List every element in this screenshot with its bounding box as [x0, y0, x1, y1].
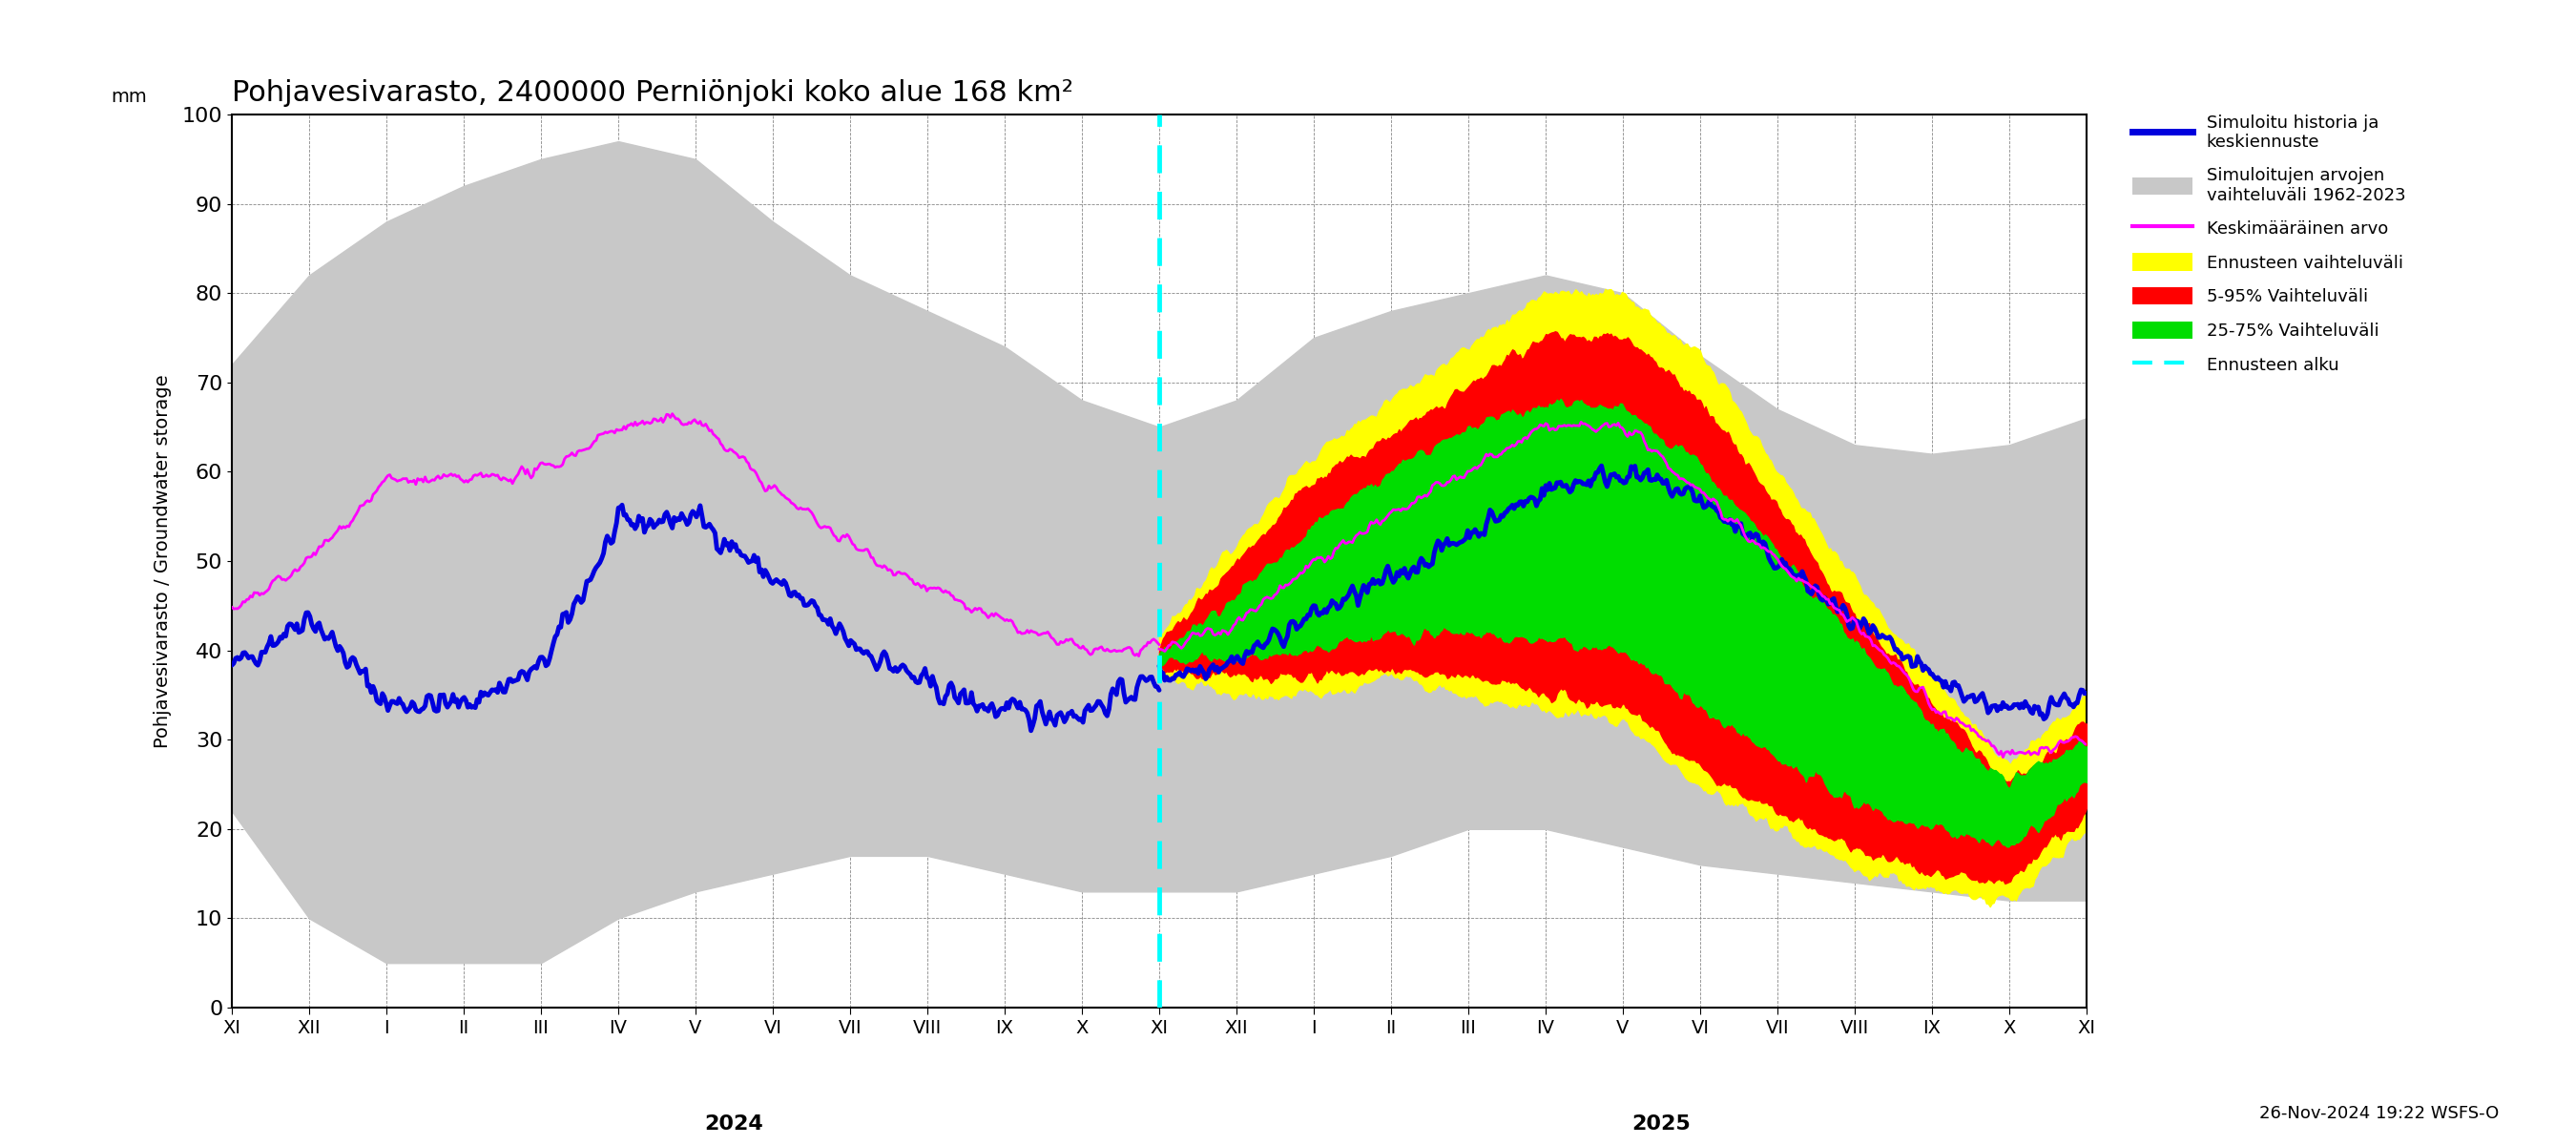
Text: Pohjavesivarasto, 2400000 Perniönjoki koko alue 168 km²: Pohjavesivarasto, 2400000 Perniönjoki ko…	[232, 79, 1074, 106]
Text: 2025: 2025	[1633, 1115, 1690, 1134]
Legend: Simuloitu historia ja
keskiennuste, Simuloitujen arvojen
vaihteluväli 1962-2023,: Simuloitu historia ja keskiennuste, Simu…	[2133, 114, 2406, 373]
Text: 2024: 2024	[706, 1115, 762, 1134]
Y-axis label: Pohjavesivarasto / Groundwater storage: Pohjavesivarasto / Groundwater storage	[152, 374, 170, 748]
Text: 26-Nov-2024 19:22 WSFS-O: 26-Nov-2024 19:22 WSFS-O	[2259, 1105, 2499, 1122]
Text: mm: mm	[111, 87, 147, 105]
